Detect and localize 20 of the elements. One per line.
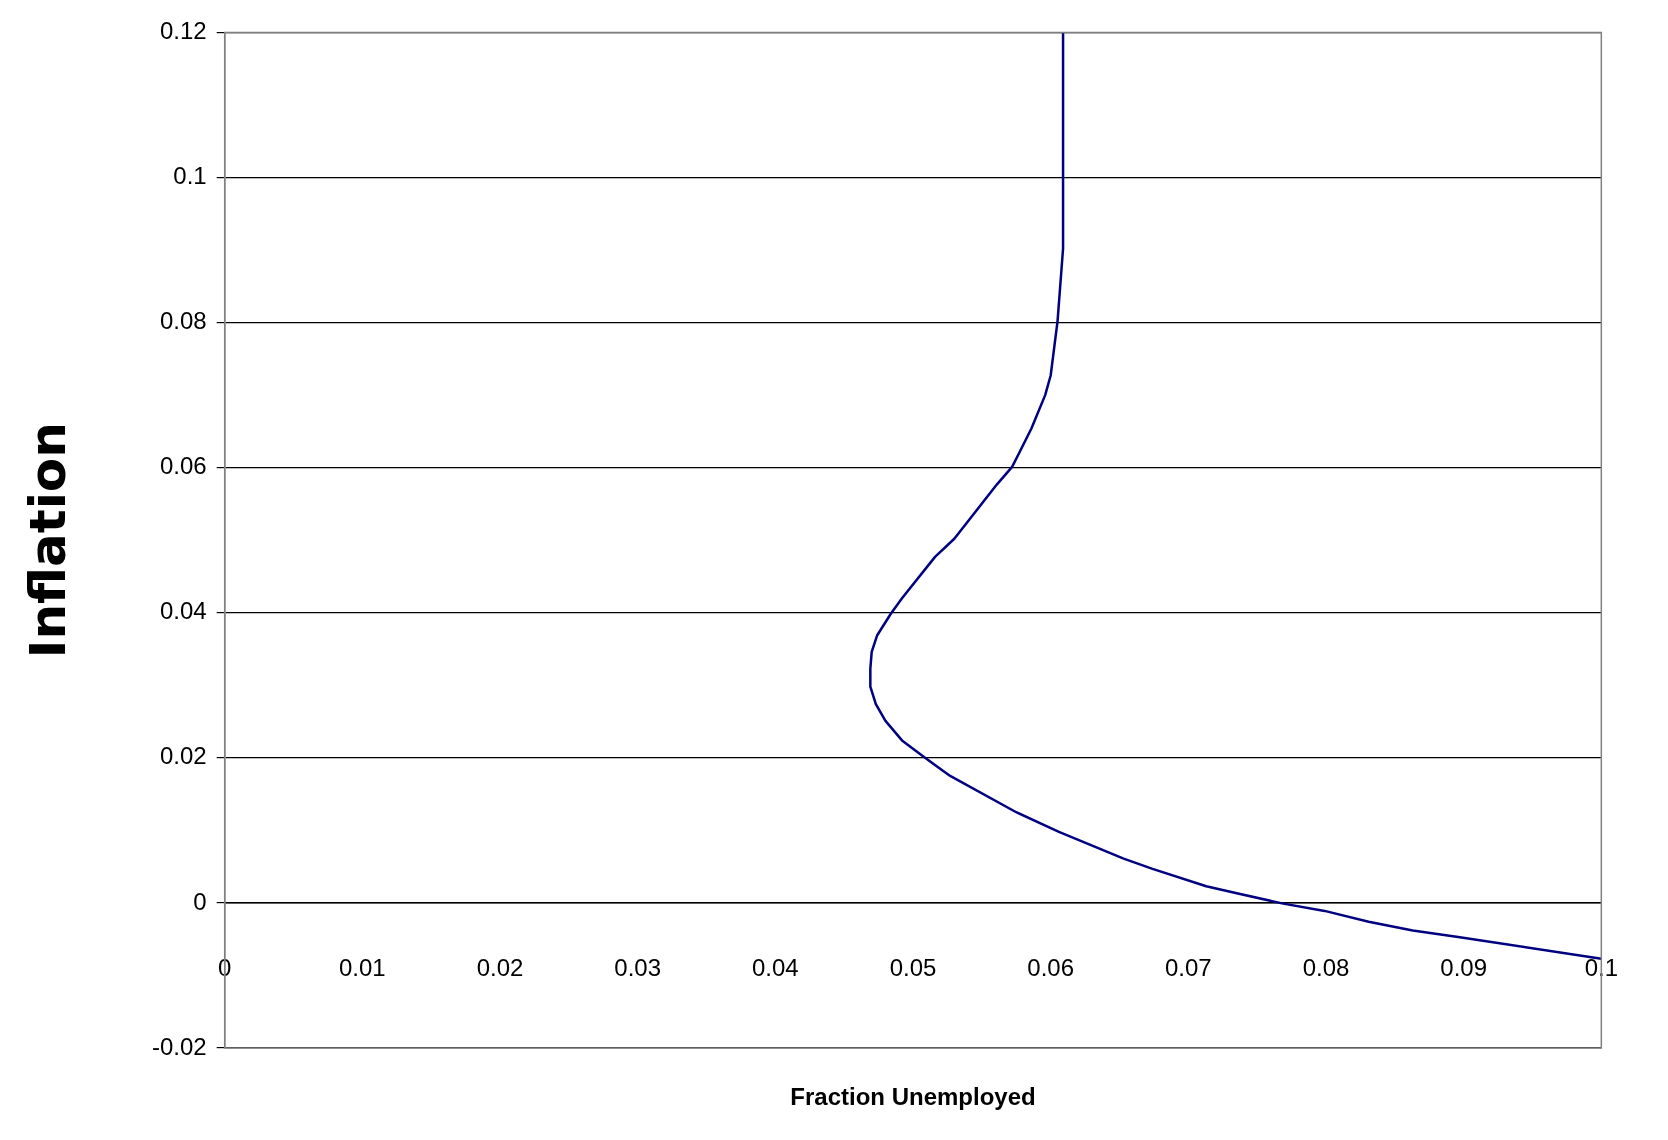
y-tick-label: 0.08 — [159, 307, 207, 335]
x-tick-label: 0.07 — [1164, 953, 1212, 981]
y-axis-title: Inflation — [18, 422, 77, 659]
x-tick-label: 0.08 — [1302, 953, 1350, 981]
x-tick-label: 0.02 — [476, 953, 524, 981]
y-tick-label: 0.1 — [173, 162, 207, 190]
x-axis-title: Fraction Unemployed — [790, 1082, 1036, 1110]
x-tick-label: 0.06 — [1027, 953, 1075, 981]
x-tick-label: 0.1 — [1584, 953, 1619, 981]
y-tick-label: -0.02 — [152, 1032, 207, 1060]
x-tick-label: 0.09 — [1440, 953, 1488, 981]
y-tick-label: 0.12 — [159, 17, 207, 45]
y-tick-label: 0.02 — [159, 742, 207, 770]
x-tick-label: 0.05 — [889, 953, 937, 981]
x-tick-label: 0.04 — [751, 953, 799, 981]
x-tick-label: 0.01 — [339, 953, 386, 981]
x-tick-label: 0.03 — [614, 953, 662, 981]
y-tick-label: 0 — [193, 887, 207, 915]
y-tick-label: 0.06 — [159, 452, 207, 480]
y-tick-label: 0.04 — [159, 597, 207, 625]
